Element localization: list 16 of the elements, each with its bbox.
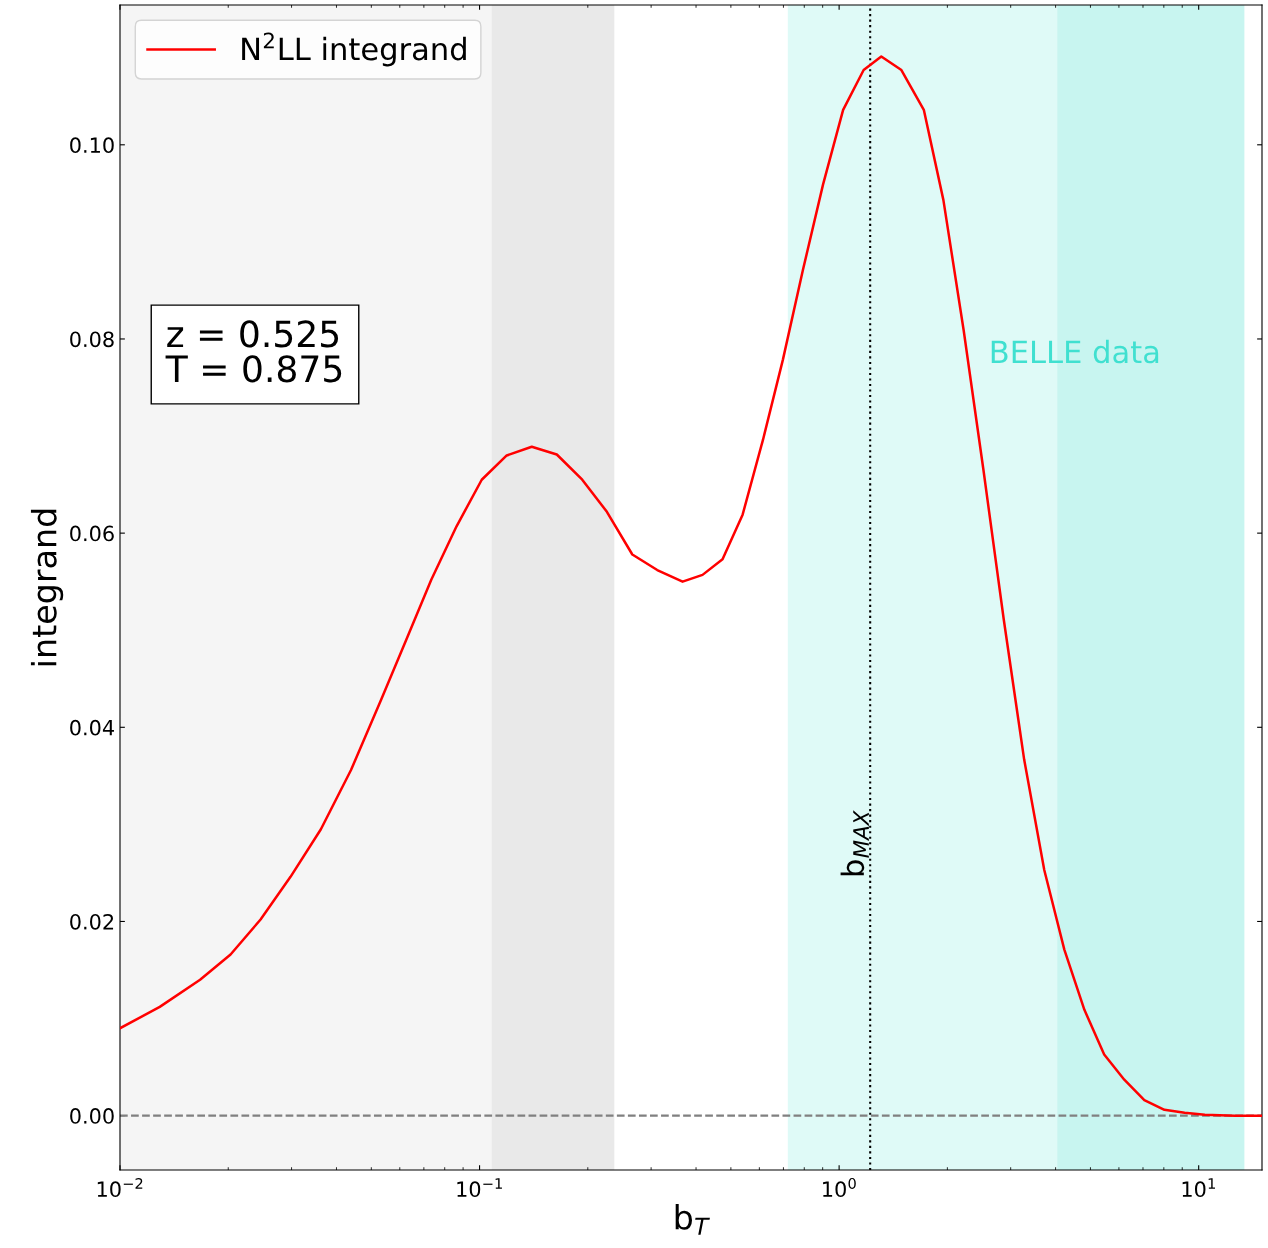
y-tick-label: 0.06 (70, 525, 114, 542)
y-tick-label: 0.10 (70, 137, 114, 154)
y-tick-label: 0.00 (70, 1108, 114, 1124)
x-tick-label: 10$^{−2}$ (97, 1177, 143, 1198)
x-axis-title: b$_{T}$ (675, 1204, 710, 1235)
x-tick-label: 10$^{−1}$ (457, 1178, 502, 1198)
legend-label: N$^{2}$LL integrand (242, 32, 466, 67)
band-label: BELLE data (991, 339, 1159, 364)
y-axis-title: integrand (30, 509, 64, 666)
ref-line-label: b$_{MAX}$ (840, 810, 869, 876)
x-tick-label: 10$^{1}$ (1182, 1178, 1215, 1198)
y-tick-label: 0.08 (70, 331, 114, 348)
y-tick-label: 0.04 (70, 719, 114, 736)
y-tick-label: 0.02 (70, 913, 114, 930)
annotation: z = 0.525 T = 0.875 (165, 320, 342, 383)
x-tick-label: 10$^{0}$ (823, 1177, 856, 1198)
